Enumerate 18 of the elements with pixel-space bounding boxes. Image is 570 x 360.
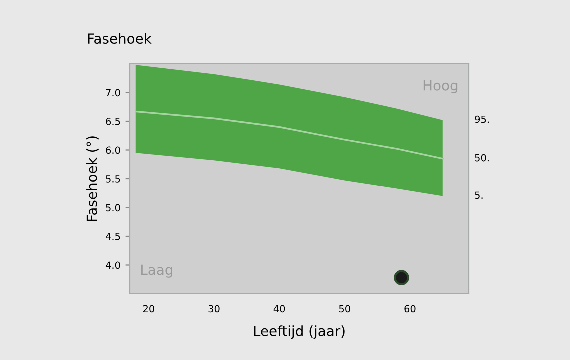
- x-tick-label: 20: [143, 305, 154, 313]
- chart-title: Fasehoek: [88, 33, 152, 44]
- text: 5.: [475, 192, 483, 200]
- x-tick-label: 60: [404, 305, 416, 313]
- y-tick-label: 4.5: [106, 233, 120, 240]
- x-axis-title: Leeftijd (jaar): [254, 326, 345, 340]
- x-tick-label: 40: [274, 305, 286, 313]
- text: 95.: [475, 116, 489, 124]
- y-tick-label: 5.5: [106, 176, 120, 183]
- x-tick-label: 50: [339, 305, 350, 313]
- y-axis-title: Fasehoek (°): [86, 136, 99, 222]
- x-tick-label: 30: [208, 305, 220, 313]
- y-tick-label: 7.0: [106, 89, 120, 97]
- y-tick-label: 4.0: [106, 262, 120, 270]
- text: 50.: [475, 154, 489, 162]
- y-tick-label: 5.0: [106, 204, 120, 212]
- y-tick-label: 6.5: [106, 118, 120, 126]
- y-tick-label: 6.0: [106, 146, 120, 154]
